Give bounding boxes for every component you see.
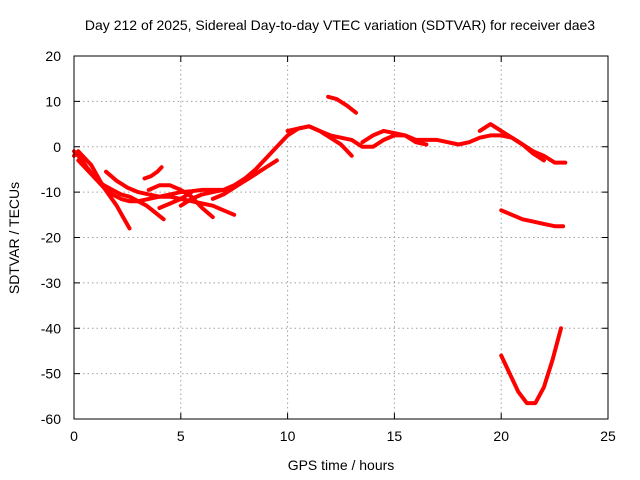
series-track-12 xyxy=(360,128,429,147)
series-track-6 xyxy=(146,183,215,220)
y-tick-label: 0 xyxy=(53,139,61,155)
series-track-5 xyxy=(142,165,164,181)
y-tick-label: -20 xyxy=(41,230,61,246)
y-axis-label: SDTVAR / TECUs xyxy=(6,182,22,294)
series-track-8 xyxy=(178,158,279,208)
y-tick-label: -30 xyxy=(41,275,61,291)
x-tick-label: 20 xyxy=(493,428,509,444)
grid xyxy=(74,56,608,419)
series-track-15 xyxy=(499,326,563,406)
y-tick-label: -50 xyxy=(41,366,61,382)
y-tick-label: -10 xyxy=(41,184,61,200)
x-tick-label: 10 xyxy=(280,428,296,444)
series-track-4 xyxy=(104,169,237,217)
series-track-9 xyxy=(210,172,258,201)
x-tick-label: 5 xyxy=(177,428,185,444)
series-track-13 xyxy=(477,122,546,163)
data-series xyxy=(72,94,568,406)
series-track-7 xyxy=(157,190,194,210)
x-axis-label: GPS time / hours xyxy=(288,457,395,473)
y-tick-label: 20 xyxy=(45,48,61,64)
series-track-3 xyxy=(76,158,166,222)
y-tick-label: 10 xyxy=(45,93,61,109)
x-tick-label: 0 xyxy=(70,428,78,444)
axis-ticks xyxy=(73,55,609,420)
y-tick-label: -60 xyxy=(41,411,61,427)
series-track-14 xyxy=(499,208,566,229)
axis-tick-labels: 0 5 10 15 20 25 20 10 0 -10 -20 -30 -40 -50 -60 xyxy=(41,48,616,444)
chart-title: Day 212 of 2025, Sidereal Day-to-day VTE… xyxy=(85,17,595,33)
y-tick-label: -40 xyxy=(41,320,61,336)
series-track-11 xyxy=(326,94,358,115)
x-tick-label: 15 xyxy=(387,428,403,444)
x-tick-label: 25 xyxy=(600,428,616,444)
series-track-10 xyxy=(285,124,354,158)
